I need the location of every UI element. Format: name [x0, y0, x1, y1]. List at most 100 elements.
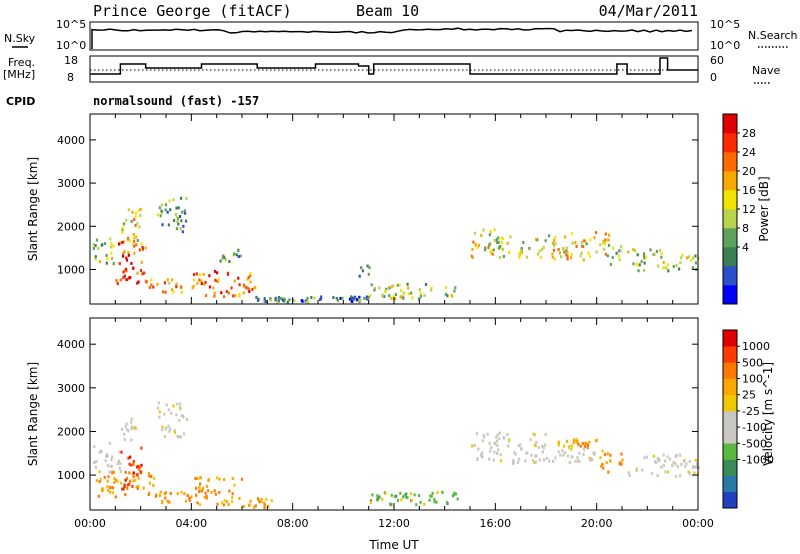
power-cell — [497, 246, 500, 250]
velocity-cell — [552, 459, 555, 463]
velocity-cell — [656, 456, 659, 460]
power-cell — [184, 211, 187, 215]
velocity-cell — [405, 496, 408, 499]
velocity-cell — [683, 460, 686, 463]
velocity-cell — [119, 462, 122, 465]
power-cell — [136, 222, 139, 226]
power-cell — [368, 266, 371, 270]
power-cell — [603, 241, 607, 245]
velocity-cell — [390, 503, 393, 507]
velocity-cell — [113, 477, 116, 481]
nsky-label: N.Sky — [4, 32, 36, 45]
power-cell — [471, 247, 474, 251]
velocity-cell — [136, 465, 139, 469]
power-cell — [492, 248, 495, 252]
power-cell — [418, 288, 421, 291]
freq-frame — [89, 55, 699, 83]
velocity-cell — [538, 458, 541, 462]
velocity-cell — [488, 457, 491, 461]
power-panel: 1000 2000 3000 4000 Slant Range [km] — [26, 113, 700, 305]
power-cell — [148, 286, 151, 289]
power-cell — [410, 291, 413, 295]
power-cell — [118, 262, 121, 266]
velocity-cell — [696, 462, 699, 466]
power-cell — [123, 250, 126, 254]
velocity-cell — [98, 470, 101, 474]
power-cell — [127, 236, 130, 240]
velocity-cell — [205, 494, 208, 498]
velocity-cell — [600, 465, 603, 468]
power-cell — [112, 244, 115, 248]
power-cell — [177, 216, 180, 220]
velocity-cell — [563, 451, 566, 455]
nsky-trace — [91, 27, 693, 49]
ytick-label: 2000 — [57, 425, 85, 438]
velocity-cell — [203, 495, 206, 499]
power-cell — [566, 254, 569, 258]
power-cell — [133, 251, 136, 255]
velocity-cell — [476, 458, 479, 462]
velocity-cell — [130, 463, 133, 467]
power-cell — [105, 254, 108, 257]
power-cell — [137, 208, 140, 212]
velocity-cell — [249, 499, 252, 503]
power-cell — [219, 259, 222, 263]
velocity-cell — [548, 459, 551, 463]
velocity-cell — [242, 505, 245, 508]
power-cell — [244, 285, 247, 289]
power-cell — [237, 276, 240, 280]
power-cell — [306, 296, 309, 300]
velocity-cell — [147, 493, 150, 497]
power-cell — [528, 246, 531, 250]
velocity-cell — [512, 460, 515, 464]
power-cell — [537, 252, 540, 256]
nave-tick-bottom: 0 — [710, 71, 717, 84]
power-cell — [141, 246, 144, 250]
velocity-ylabel: Slant Range [km] — [26, 362, 40, 466]
velocity-cell — [529, 438, 532, 442]
power-cell — [196, 281, 199, 285]
power-cell — [200, 279, 203, 283]
power-cell — [509, 235, 512, 239]
power-cell — [470, 254, 473, 258]
power-cell — [552, 248, 556, 252]
velocity-cell — [481, 451, 484, 455]
power-cell — [643, 268, 646, 272]
power-cell — [339, 296, 342, 300]
power-cell — [480, 234, 483, 237]
power-cell — [604, 252, 607, 256]
power-cell — [213, 269, 217, 273]
velocity-cell — [492, 458, 495, 462]
velocity-cell — [207, 489, 210, 493]
power-cell — [493, 228, 496, 232]
power-cell — [656, 264, 660, 268]
velocity-cell — [378, 495, 381, 499]
power-cell — [263, 297, 266, 301]
velocity-cell — [128, 462, 131, 466]
velocity-cell — [652, 454, 655, 458]
velocity-cell — [118, 450, 121, 454]
velocity-cell — [557, 450, 560, 454]
time-axis-label: Time UT — [368, 538, 419, 552]
nsearch-tick-bottom: 10^0 — [710, 39, 740, 52]
velocity-cell — [195, 493, 198, 497]
power-cell — [453, 289, 456, 293]
power-cell — [430, 288, 433, 292]
power-cell — [106, 257, 109, 261]
ytick-label: 3000 — [57, 382, 85, 395]
velocity-colorbar-label: Velocity [m s^-1] — [761, 362, 775, 466]
velocity-cell — [168, 500, 171, 504]
power-cell — [406, 282, 409, 286]
power-cell — [553, 244, 556, 248]
power-cell — [638, 263, 641, 267]
power-cell — [125, 278, 128, 281]
velocity-cell — [589, 458, 592, 462]
velocity-cell — [517, 444, 520, 448]
power-cell — [502, 255, 505, 258]
velocity-cell — [123, 484, 126, 488]
velocity-cell — [95, 479, 98, 483]
velocity-cell — [680, 462, 683, 466]
power-cell — [574, 241, 577, 245]
power-cell — [402, 296, 405, 300]
power-cell — [378, 286, 381, 290]
